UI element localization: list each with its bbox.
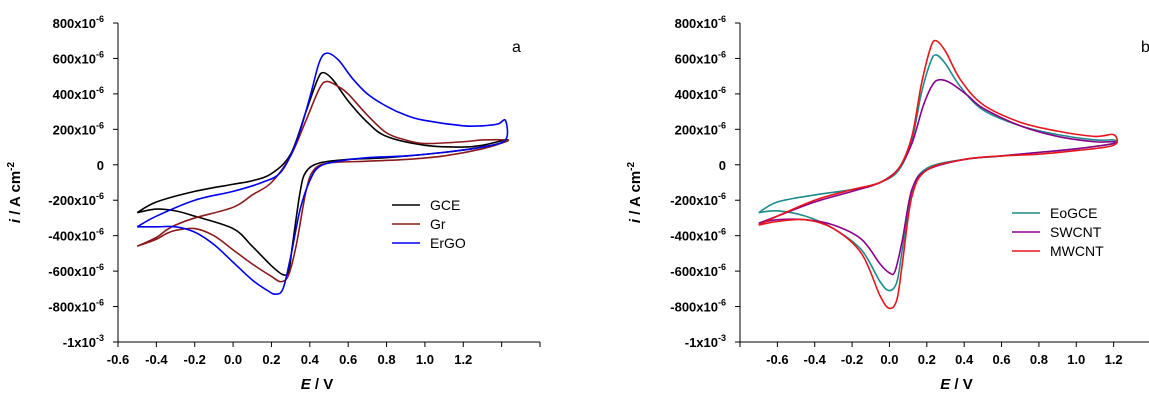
y-tick-label: -1x10-3 xyxy=(63,333,104,350)
panel-a: 800x10-6 600x10-6 400x10-6 200x10-6 0 -200x10… xyxy=(6,14,541,393)
y-tick-label: 0 xyxy=(97,158,104,173)
y-tick-label: -800x10-6 xyxy=(48,298,104,315)
x-tick-label: -0.2 xyxy=(841,352,863,367)
x-tick-label: 0.2 xyxy=(918,352,936,367)
x-axis-label: E / V xyxy=(301,376,334,393)
x-tick-label: 0.6 xyxy=(993,352,1011,367)
y-tick-label: -800x10-6 xyxy=(670,298,726,315)
series-line-ergo xyxy=(136,52,509,295)
legend: EoGCE SWCNT MWCNT xyxy=(1012,205,1104,259)
y-axis-label: i / A cm-2 xyxy=(6,161,24,223)
y-tick-label: 400x10-6 xyxy=(675,85,726,102)
x-tick-label: 1.0 xyxy=(1067,352,1085,367)
panel-label: b xyxy=(1141,39,1149,56)
y-tick-label: -200x10-6 xyxy=(48,191,104,208)
legend-label: ErGO xyxy=(430,235,466,251)
x-tick-label: 0.8 xyxy=(378,352,396,367)
legend-label: MWCNT xyxy=(1050,243,1104,259)
x-tick-label: 0.4 xyxy=(955,352,974,367)
series-line-mwcnt xyxy=(758,39,1118,310)
panel-b: 800x10-6 600x10-6 400x10-6 200x10-6 0 -200x10… xyxy=(626,14,1149,393)
x-tick-label: 1.2 xyxy=(454,352,472,367)
y-tick-label: -400x10-6 xyxy=(670,227,726,244)
legend-label: Gr xyxy=(430,216,446,232)
legend-label: EoGCE xyxy=(1050,205,1097,221)
y-tick-label: 0 xyxy=(719,158,726,173)
y-tick-label: 400x10-6 xyxy=(53,85,104,102)
y-tick-label: 200x10-6 xyxy=(53,120,104,137)
y-tick-label: -1x10-3 xyxy=(685,333,726,350)
x-tick-label: -0.6 xyxy=(107,352,129,367)
x-tick-label: -0.4 xyxy=(145,352,168,367)
y-tick-label: -400x10-6 xyxy=(48,227,104,244)
x-tick-label: 0.2 xyxy=(262,352,280,367)
x-tick-label: 0.8 xyxy=(1030,352,1048,367)
x-tick-label: 0.0 xyxy=(224,352,242,367)
x-tick-label: -0.4 xyxy=(804,352,827,367)
y-tick-label: 800x10-6 xyxy=(53,14,104,31)
y-tick-label: -600x10-6 xyxy=(670,262,726,279)
legend-label: SWCNT xyxy=(1050,224,1102,240)
x-tick-label: 0.4 xyxy=(301,352,320,367)
y-tick-label: 600x10-6 xyxy=(53,49,104,66)
x-tick-label: 1.2 xyxy=(1105,352,1123,367)
x-tick-label: 0.6 xyxy=(339,352,357,367)
y-tick-label: 800x10-6 xyxy=(675,14,726,31)
x-axis-label: E / V xyxy=(940,376,973,393)
y-tick-label: -600x10-6 xyxy=(48,262,104,279)
legend-label: GCE xyxy=(430,197,460,213)
x-tick-label: 1.0 xyxy=(416,352,434,367)
y-tick-label: 600x10-6 xyxy=(675,49,726,66)
legend: GCE Gr ErGO xyxy=(392,197,466,251)
y-axis-label: i / A cm-2 xyxy=(626,161,644,223)
x-tick-label: -0.6 xyxy=(766,352,788,367)
y-tick-label: -200x10-6 xyxy=(670,191,726,208)
y-tick-label: 200x10-6 xyxy=(675,120,726,137)
x-tick-label: 0.0 xyxy=(880,352,898,367)
panel-label: a xyxy=(512,39,521,56)
x-tick-label: -0.2 xyxy=(184,352,206,367)
